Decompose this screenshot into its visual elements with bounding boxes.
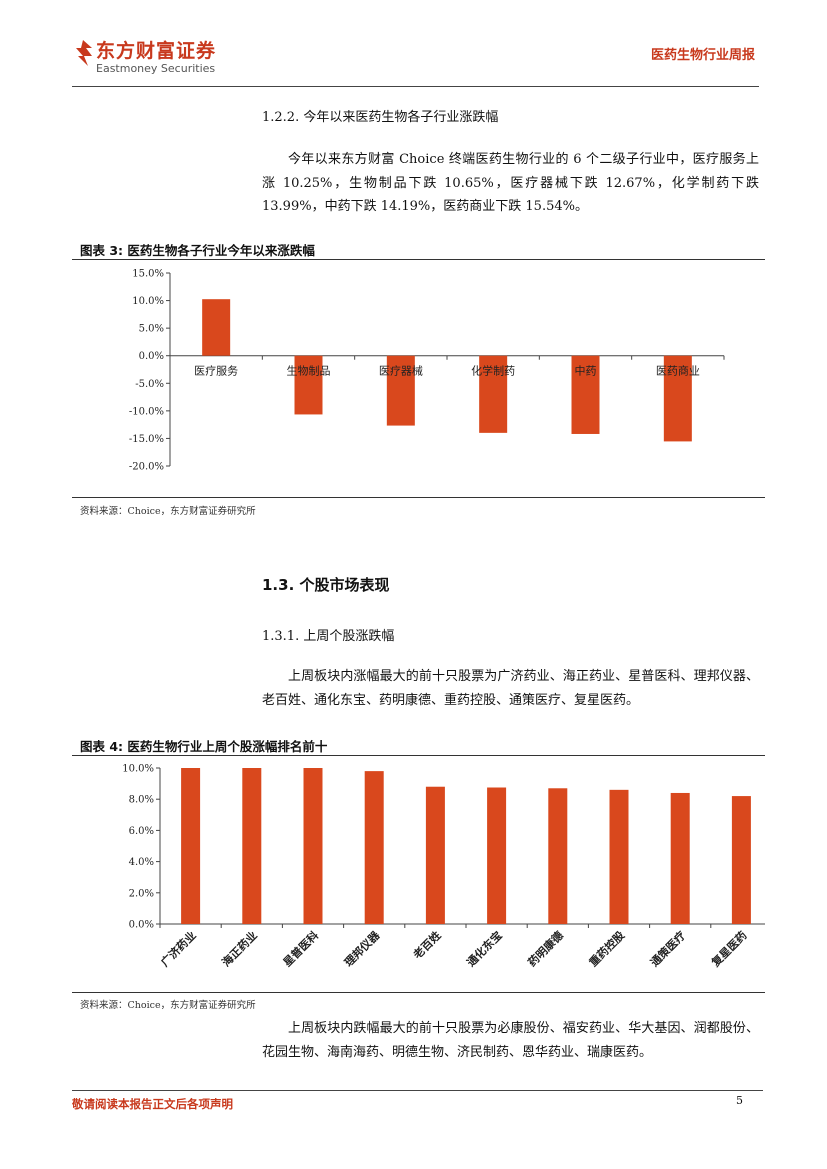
y-tick-label: 5.0% (139, 324, 164, 335)
figure3-top-rule (72, 259, 765, 260)
figure4-top-rule (72, 755, 765, 756)
y-tick-label: 8.0% (129, 795, 154, 806)
report-type: 医药生物行业周报 (650, 48, 755, 63)
x-category-label: 老百姓 (410, 928, 444, 962)
x-category-label: 通策医疗 (647, 928, 688, 969)
y-tick-label: 10.0% (132, 296, 164, 307)
x-category-label: 化学制药 (471, 364, 515, 378)
x-category-label: 医疗服务 (194, 364, 238, 378)
section-1-3-1-body: 上周板块内涨幅最大的前十只股票为广济药业、海正药业、星普医科、理邦仪器、老百姓、… (262, 669, 759, 708)
bar (364, 771, 384, 924)
y-tick-label: 6.0% (129, 826, 154, 837)
bar (242, 768, 262, 924)
bar (294, 355, 323, 415)
bar (425, 786, 445, 924)
x-category-label: 复星医药 (708, 928, 750, 970)
section-1-2-2-heading: 1.2.2. 今年以来医药生物各子行业涨跌幅 (262, 110, 499, 125)
figure4-title: 图表 4: 医药生物行业上周个股涨幅排名前十 (80, 739, 328, 754)
page-number: 5 (736, 1094, 743, 1107)
bar (609, 789, 629, 924)
y-tick-label: -10.0% (129, 406, 164, 417)
figure3-chart: 15.0% 10.0% 5.0% 0.0% -5.0% -10.0% -15.0% -20.0… (129, 269, 725, 473)
figure4-chart: 10.0% 8.0% 6.0% 4.0% 2.0% 0.0% 广济药业 海正药业 星普医科 理邦仪… (122, 764, 765, 970)
figure3-title: 图表 3: 医药生物各子行业今年以来涨跌幅 (80, 243, 315, 258)
logo-mark-icon (76, 40, 92, 66)
figure4-bottom-rule (72, 992, 765, 993)
y-tick-label: 10.0% (122, 764, 154, 775)
x-category-label: 医疗器械 (379, 364, 423, 378)
header-rule (72, 86, 759, 87)
bar (663, 355, 692, 442)
bar (386, 355, 415, 426)
figure4-source: 资料来源：Choice，东方财富证券研究所 (80, 1000, 256, 1011)
x-category-label: 海正药业 (219, 928, 260, 969)
x-category-label: 理邦仪器 (341, 928, 383, 970)
footer-rule (72, 1090, 763, 1091)
bar (479, 355, 508, 433)
bar (731, 796, 751, 924)
footer-disclaimer: 敬请阅读本报告正文后各项声明 (72, 1097, 233, 1111)
y-tick-label: 4.0% (129, 857, 154, 868)
bar (487, 787, 507, 924)
x-category-label: 中药 (575, 365, 597, 378)
section-1-3-heading: 1.3. 个股市场表现 (262, 576, 390, 594)
x-category-label: 医药商业 (656, 364, 700, 378)
figure3-bottom-rule (72, 497, 765, 498)
x-category-label: 生物制品 (287, 364, 331, 378)
x-category-label: 星普医科 (280, 928, 321, 969)
y-tick-label: 2.0% (129, 888, 154, 899)
bar (670, 792, 690, 924)
x-category-label: 药明康德 (525, 928, 566, 969)
bar (548, 788, 568, 924)
section-1-3-1-heading: 1.3.1. 上周个股涨跌幅 (262, 629, 395, 644)
y-tick-label: 0.0% (129, 920, 154, 931)
closing-body: 上周板块内跌幅最大的前十只股票为必康股份、福安药业、华大基因、润都股份、花园生物… (262, 1021, 759, 1060)
y-tick-label: 0.0% (139, 351, 164, 362)
section-1-2-2-body: 今年以来东方财富 Choice 终端医药生物行业的 6 个二级子行业中，医疗服务… (262, 152, 759, 214)
bar (181, 768, 201, 924)
y-tick-label: 15.0% (132, 269, 164, 280)
x-category-label: 广济药业 (158, 928, 199, 969)
company-name-en: Eastmoney Securities (96, 62, 216, 75)
figure3-source: 资料来源：Choice，东方财富证券研究所 (80, 506, 256, 517)
bar (571, 355, 600, 434)
bar (303, 768, 323, 924)
x-category-label: 通化东宝 (464, 928, 505, 969)
bar (202, 299, 231, 356)
company-name-cn: 东方财富证券 (96, 40, 217, 62)
y-tick-label: -20.0% (129, 462, 164, 473)
y-tick-label: -15.0% (129, 434, 164, 445)
x-category-label: 重药控股 (586, 928, 628, 970)
y-tick-label: -5.0% (135, 379, 164, 390)
